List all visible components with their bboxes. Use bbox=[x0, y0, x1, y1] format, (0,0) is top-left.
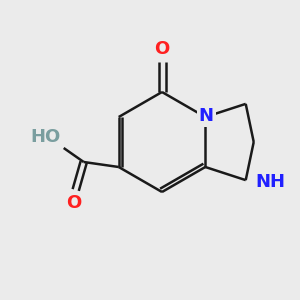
Text: HO: HO bbox=[30, 128, 61, 146]
Text: O: O bbox=[66, 194, 81, 212]
Text: NH: NH bbox=[256, 173, 286, 191]
Text: O: O bbox=[154, 40, 169, 58]
Text: N: N bbox=[199, 107, 214, 125]
